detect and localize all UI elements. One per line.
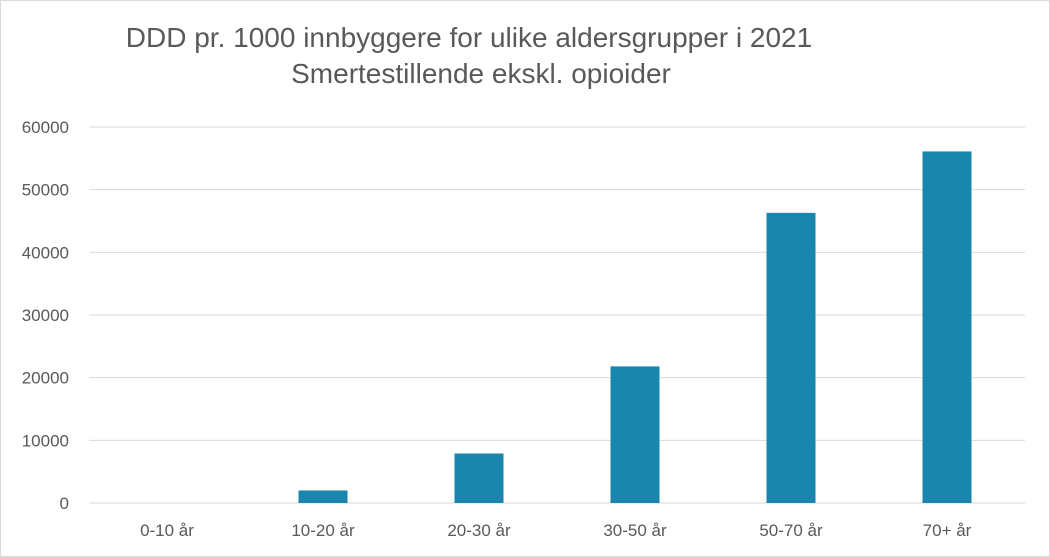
y-tick-label: 0 (60, 494, 69, 513)
bar (454, 453, 504, 503)
chart-subtitle: Smertestillende ekskl. opioider (291, 58, 671, 89)
x-tick-label: 20-30 år (447, 521, 511, 540)
y-tick-label: 50000 (22, 181, 69, 200)
bar (766, 212, 816, 503)
bar (610, 366, 660, 503)
y-tick-label: 10000 (22, 431, 69, 450)
y-tick-label: 40000 (22, 243, 69, 262)
y-tick-label: 60000 (22, 118, 69, 137)
bar (298, 490, 348, 503)
x-tick-label: 30-50 år (603, 521, 667, 540)
y-tick-label: 30000 (22, 306, 69, 325)
bar (922, 151, 972, 503)
x-tick-label: 50-70 år (759, 521, 823, 540)
x-tick-label: 0-10 år (140, 521, 194, 540)
chart-title: DDD pr. 1000 innbyggere for ulike alders… (125, 22, 813, 53)
y-tick-label: 20000 (22, 369, 69, 388)
x-tick-label: 70+ år (923, 521, 972, 540)
x-tick-label: 10-20 år (291, 521, 355, 540)
